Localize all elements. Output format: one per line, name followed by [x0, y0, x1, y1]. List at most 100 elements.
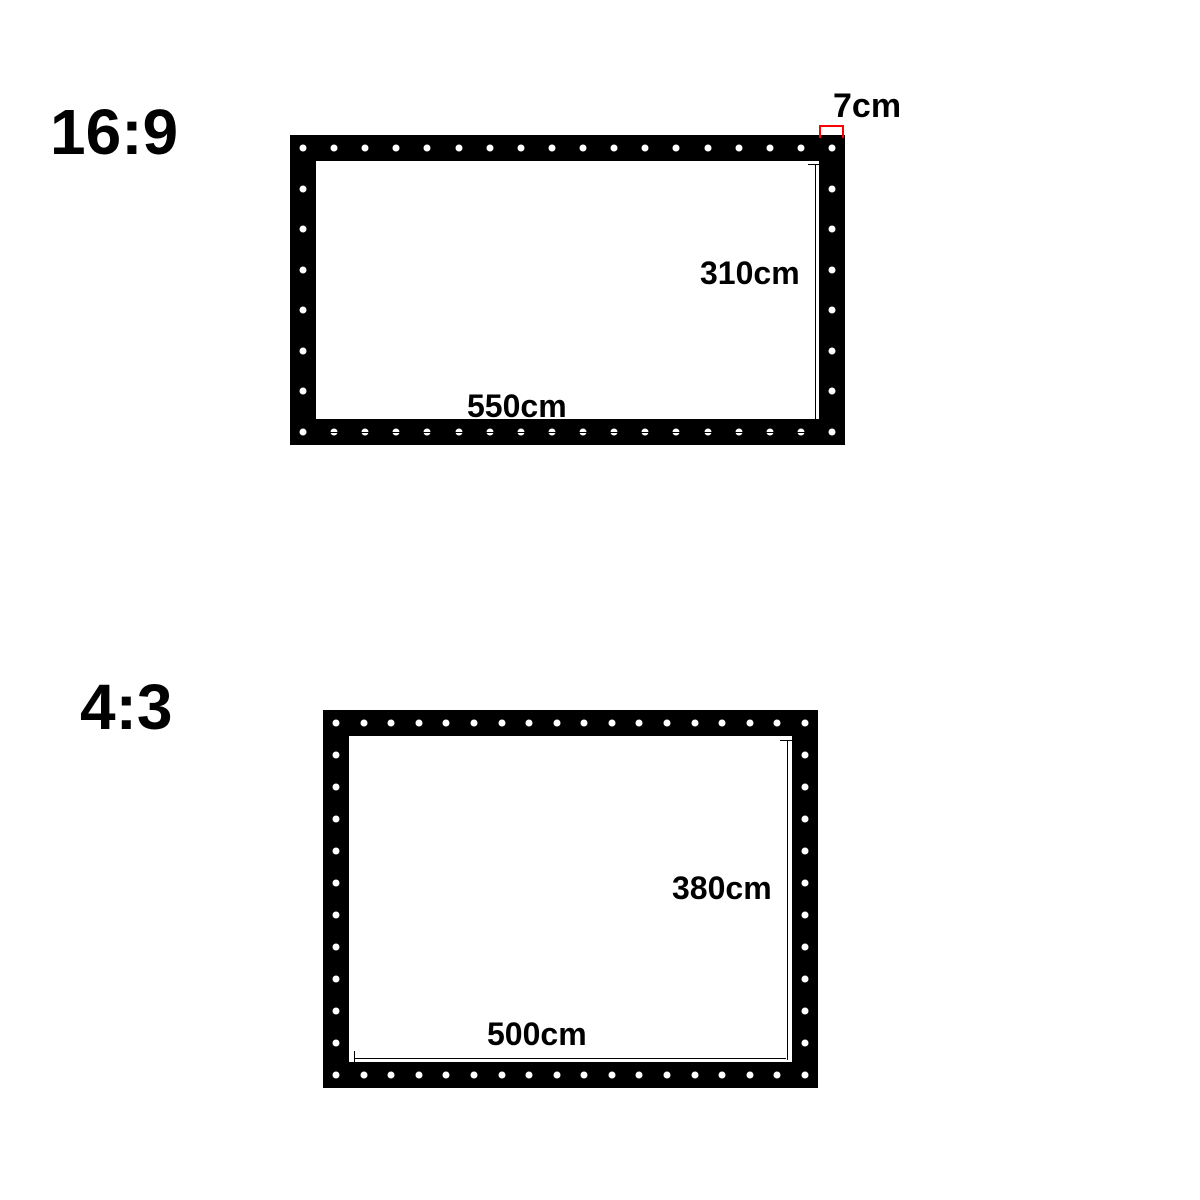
grommet-dot: [548, 145, 555, 152]
grommet-dot: [362, 145, 369, 152]
grommet-dot: [498, 720, 505, 727]
grommet-dot: [331, 145, 338, 152]
grommet-dot: [553, 720, 560, 727]
grommet-dot: [829, 266, 836, 273]
grommet-dot: [300, 429, 307, 436]
grommet-dot: [802, 784, 809, 791]
grommet-dot: [300, 185, 307, 192]
grommet-dot: [704, 145, 711, 152]
grommet-dot: [526, 720, 533, 727]
grommet-dot: [424, 145, 431, 152]
ratio-label-16-9: 16:9: [50, 95, 178, 169]
grommet-dot: [802, 816, 809, 823]
width-line-end-left-4-3: [354, 1051, 355, 1065]
grommet-dot: [802, 1072, 809, 1079]
grommet-dot: [664, 1072, 671, 1079]
grommet-dot: [393, 145, 400, 152]
grommet-dot: [333, 816, 340, 823]
grommet-dot: [719, 720, 726, 727]
grommet-dot: [719, 1072, 726, 1079]
grommet-dot: [735, 145, 742, 152]
height-label-4-3: 380cm: [672, 870, 772, 907]
grommet-dot: [300, 307, 307, 314]
grommet-dot: [829, 388, 836, 395]
height-line-end-top-16-9: [808, 164, 822, 165]
grommet-dot: [333, 1008, 340, 1015]
grommet-dot: [333, 784, 340, 791]
grommet-dot: [664, 720, 671, 727]
grommet-dot: [300, 388, 307, 395]
grommet-dot: [300, 145, 307, 152]
grommet-dot: [300, 266, 307, 273]
width-line-16-9: [321, 432, 814, 433]
grommet-dot: [802, 880, 809, 887]
ratio-label-4-3: 4:3: [80, 670, 173, 744]
grommet-dot: [829, 145, 836, 152]
grommet-dot: [746, 720, 753, 727]
border-width-bracket: [819, 125, 844, 138]
height-line-end-top-4-3: [780, 740, 794, 741]
grommet-dot: [691, 720, 698, 727]
grommet-dot: [829, 347, 836, 354]
grommet-dot: [580, 145, 587, 152]
grommet-dot: [581, 1072, 588, 1079]
grommet-dot: [642, 145, 649, 152]
grommet-dot: [526, 1072, 533, 1079]
grommet-dot: [774, 720, 781, 727]
grommet-dot: [360, 1072, 367, 1079]
grommet-dot: [443, 720, 450, 727]
grommet-dot: [333, 912, 340, 919]
grommet-dot: [691, 1072, 698, 1079]
grommet-dot: [746, 1072, 753, 1079]
grommet-dot: [797, 145, 804, 152]
grommet-dot: [333, 880, 340, 887]
grommet-dot: [388, 1072, 395, 1079]
grommet-dot: [333, 1072, 340, 1079]
grommet-dot: [498, 1072, 505, 1079]
grommet-dot: [829, 307, 836, 314]
height-line-4-3: [787, 740, 788, 1060]
grommet-dot: [802, 1008, 809, 1015]
grommet-dot: [360, 720, 367, 727]
grommet-dot: [333, 944, 340, 951]
width-label-4-3: 500cm: [487, 1016, 587, 1053]
grommet-dot: [581, 720, 588, 727]
grommet-dot: [774, 1072, 781, 1079]
border-width-label: 7cm: [833, 87, 901, 126]
grommet-dot: [802, 848, 809, 855]
grommet-dot: [766, 145, 773, 152]
grommet-dot: [829, 226, 836, 233]
grommet-dot: [333, 848, 340, 855]
grommet-dot: [517, 145, 524, 152]
grommet-dot: [608, 720, 615, 727]
grommet-dot: [443, 1072, 450, 1079]
width-label-16-9: 550cm: [467, 388, 567, 425]
grommet-dot: [673, 145, 680, 152]
width-line-4-3: [354, 1058, 786, 1059]
grommet-dot: [802, 912, 809, 919]
grommet-dot: [829, 429, 836, 436]
grommet-dot: [553, 1072, 560, 1079]
grommet-dot: [611, 145, 618, 152]
grommet-dot: [300, 347, 307, 354]
grommet-dot: [333, 720, 340, 727]
grommet-dot: [802, 976, 809, 983]
grommet-dot: [486, 145, 493, 152]
grommet-dot: [802, 944, 809, 951]
height-label-16-9: 310cm: [700, 255, 800, 292]
grommet-dot: [333, 752, 340, 759]
grommet-dot: [802, 720, 809, 727]
grommet-dot: [300, 226, 307, 233]
grommet-dot: [333, 976, 340, 983]
grommet-dot: [415, 720, 422, 727]
grommet-dot: [388, 720, 395, 727]
grommet-dot: [829, 185, 836, 192]
grommet-dot: [802, 752, 809, 759]
grommet-dot: [636, 720, 643, 727]
grommet-dot: [455, 145, 462, 152]
grommet-dot: [636, 1072, 643, 1079]
grommet-dot: [470, 1072, 477, 1079]
grommet-dot: [608, 1072, 615, 1079]
grommet-dot: [470, 720, 477, 727]
grommet-dot: [333, 1040, 340, 1047]
